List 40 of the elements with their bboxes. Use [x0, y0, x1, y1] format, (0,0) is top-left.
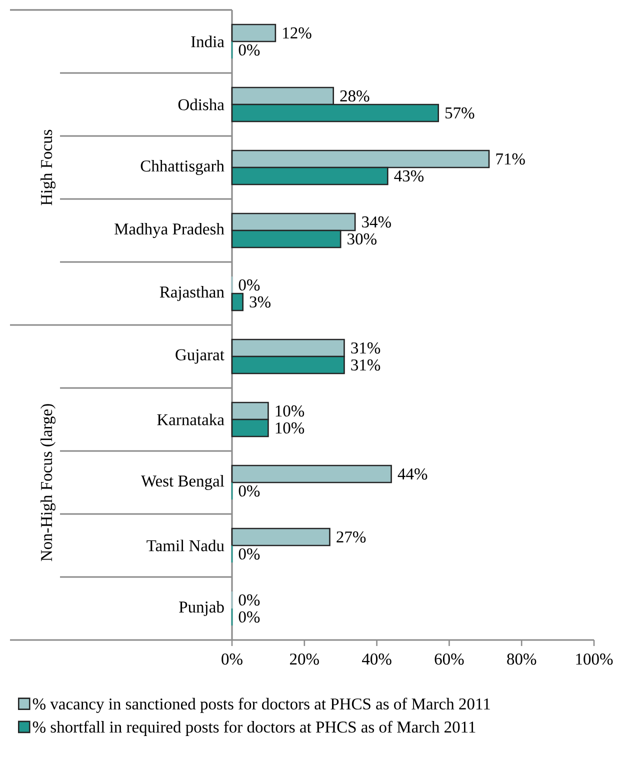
y-tick-label: India: [191, 36, 224, 48]
data-label: 31%: [351, 359, 380, 371]
x-tick-label: 0%: [222, 654, 242, 665]
y-tick-label: West Bengal: [141, 474, 224, 490]
y-tick-label: Chhattisgarh: [140, 160, 224, 175]
text: Non-High Focus (large): [40, 404, 56, 562]
y-tick-label: Karnataka: [157, 414, 224, 426]
data-label: 0%: [238, 485, 260, 497]
text: High Focus: [40, 130, 56, 206]
data-label: 31%: [351, 342, 380, 354]
data-label: 57%: [446, 107, 474, 119]
data-label: 0%: [238, 279, 260, 291]
data-label: 34%: [362, 216, 391, 228]
data-label: 30%: [348, 233, 376, 245]
y-tick-label: Gujarat: [176, 349, 224, 364]
data-label: 3%: [250, 296, 270, 308]
data-label: 44%: [398, 468, 428, 480]
y-tick-label: Punjab: [179, 601, 224, 616]
data-label: 0%: [238, 594, 260, 606]
data-label: 0%: [238, 548, 260, 560]
data-label: 28%: [340, 90, 370, 102]
data-label: 43%: [394, 170, 424, 182]
x-tick-label: 60%: [434, 654, 464, 665]
data-label: 12%: [283, 27, 312, 39]
data-label: 71%: [496, 153, 525, 165]
data-label: 10%: [276, 405, 304, 417]
x-tick-label: 20%: [290, 654, 319, 665]
x-tick-label: 100%: [576, 654, 613, 665]
legend-label: % shortfall in required posts for doctors at PHCS as of March 2011: [32, 720, 476, 736]
x-tick-label: 80%: [507, 654, 536, 665]
legend-label: % vacancy in sanctioned posts for doctors at PHCS as of March 2011: [32, 698, 490, 713]
y-tick-label: Madhya Pradesh: [114, 222, 224, 238]
y-tick-label: Rajasthan: [160, 286, 224, 301]
y-tick-label: Tamil Nadu: [146, 540, 224, 552]
data-label: 10%: [276, 422, 304, 434]
x-tick-label: 40%: [362, 654, 392, 665]
y-tick-label: Odisha: [178, 98, 224, 110]
data-label: 0%: [238, 611, 260, 623]
data-label: 27%: [336, 531, 366, 543]
data-label: 0%: [238, 44, 260, 56]
